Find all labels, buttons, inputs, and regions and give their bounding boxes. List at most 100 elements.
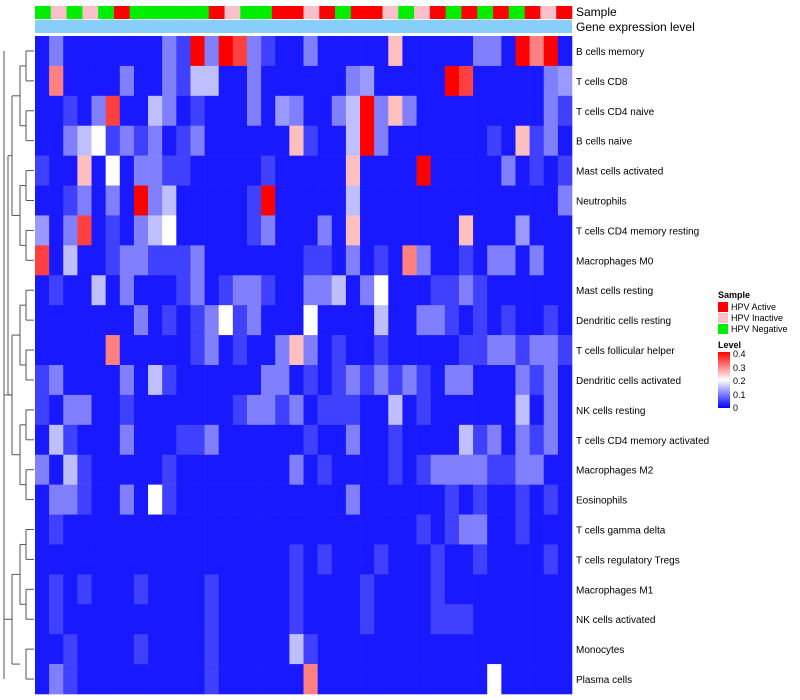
heatmap-cell (529, 664, 545, 695)
heatmap-cell (190, 36, 205, 67)
heatmap-cell (91, 335, 106, 366)
heatmap-cell (232, 424, 248, 456)
heatmap-cell (289, 454, 304, 485)
heatmap-cell (543, 155, 559, 186)
heatmap-cell (458, 36, 474, 67)
heatmap-cell (331, 365, 347, 396)
heatmap-cell (473, 185, 488, 216)
heatmap-cell (487, 335, 502, 366)
heatmap-cell (501, 574, 516, 605)
sample-annotation-cell (429, 6, 446, 19)
heatmap-cell (374, 514, 389, 545)
row-label: NK cells resting (576, 406, 645, 417)
heatmap-cell (133, 215, 149, 246)
heatmap-cell (487, 604, 502, 635)
heatmap-cell (190, 454, 205, 485)
heatmap-cell (275, 185, 290, 216)
heatmap-cell (119, 424, 135, 456)
heatmap-cell (473, 664, 488, 695)
heatmap-cell (487, 36, 502, 67)
heatmap-cell (458, 365, 474, 396)
heatmap-cell (218, 305, 234, 336)
heatmap-cell (148, 514, 163, 545)
heatmap-cell (232, 574, 248, 605)
heatmap-cell (501, 664, 516, 695)
heatmap-cell (275, 365, 290, 396)
heatmap-cell (473, 305, 488, 336)
heatmap-cell (162, 36, 177, 67)
heatmap-cell (275, 634, 290, 665)
heatmap-cell (501, 305, 516, 336)
heatmap-cell (204, 634, 220, 665)
heatmap-cell (49, 634, 64, 665)
heatmap-cell (105, 574, 121, 605)
row-label: Mast cells activated (576, 167, 663, 178)
heatmap-cell (63, 484, 78, 515)
heatmap-cell (331, 544, 347, 575)
heatmap-cell (444, 664, 460, 695)
heatmap-cell (35, 245, 50, 276)
heatmap-cell (473, 394, 488, 426)
heatmap-cell (317, 664, 333, 695)
heatmap-cell (374, 574, 389, 605)
heatmap-cell (331, 664, 347, 695)
heatmap-cell (501, 634, 516, 665)
heatmap-cell (204, 185, 220, 216)
heatmap-cell (345, 245, 361, 276)
heatmap-cell (119, 95, 135, 127)
heatmap-cell (402, 275, 417, 306)
heatmap-cell (402, 454, 417, 485)
heatmap-cell (402, 664, 417, 695)
heatmap-cell (148, 65, 163, 97)
heatmap-cell (77, 634, 92, 665)
heatmap-cell (473, 155, 488, 186)
heatmap-cell (162, 185, 177, 216)
heatmap-cell (430, 544, 446, 575)
heatmap-cell (119, 574, 135, 605)
heatmap-cell (430, 574, 446, 605)
heatmap-cell (402, 185, 417, 216)
heatmap-cell (374, 245, 389, 276)
heatmap-cell (501, 604, 516, 635)
heatmap-cell (218, 335, 234, 366)
heatmap-cell (345, 544, 361, 575)
heatmap-cell (458, 514, 474, 545)
heatmap-cell (360, 305, 375, 336)
heatmap-cell (458, 275, 474, 306)
heatmap-cell (246, 484, 262, 515)
heatmap-cell (402, 245, 417, 276)
level-tick-0-2: 0.2 (733, 376, 746, 386)
heatmap-cell (444, 574, 460, 605)
heatmap-cell (190, 424, 205, 456)
heatmap-cell (232, 514, 248, 545)
heatmap-cell (458, 424, 474, 456)
heatmap-cell (303, 305, 318, 336)
heatmap-cell (444, 454, 460, 485)
heatmap-cell (119, 305, 135, 336)
heatmap-cell (91, 125, 106, 156)
heatmap-cell (331, 275, 347, 306)
heatmap-cell (63, 604, 78, 635)
heatmap-cell (374, 335, 389, 366)
heatmap-cell (374, 365, 389, 396)
heatmap-cell (77, 155, 92, 186)
heatmap-cell (289, 95, 304, 127)
heatmap-cell (515, 424, 530, 456)
heatmap-cell (133, 185, 149, 216)
heatmap-cell (529, 95, 545, 127)
heatmap-cell (133, 634, 149, 665)
heatmap-cell (557, 155, 573, 186)
heatmap-cell (289, 634, 304, 665)
heatmap-cell (529, 574, 545, 605)
row-label: B cells memory (576, 47, 644, 58)
heatmap-cell (529, 305, 545, 336)
heatmap-cell (529, 65, 545, 97)
sample-annotation-cell (477, 6, 494, 19)
heatmap-cell (261, 335, 276, 366)
level-tick-0-1: 0.1 (733, 390, 746, 400)
heatmap-cell (458, 155, 474, 186)
heatmap-cell (317, 305, 333, 336)
heatmap-cell (402, 65, 417, 97)
heatmap-cell (458, 634, 474, 665)
heatmap-cell (317, 424, 333, 456)
